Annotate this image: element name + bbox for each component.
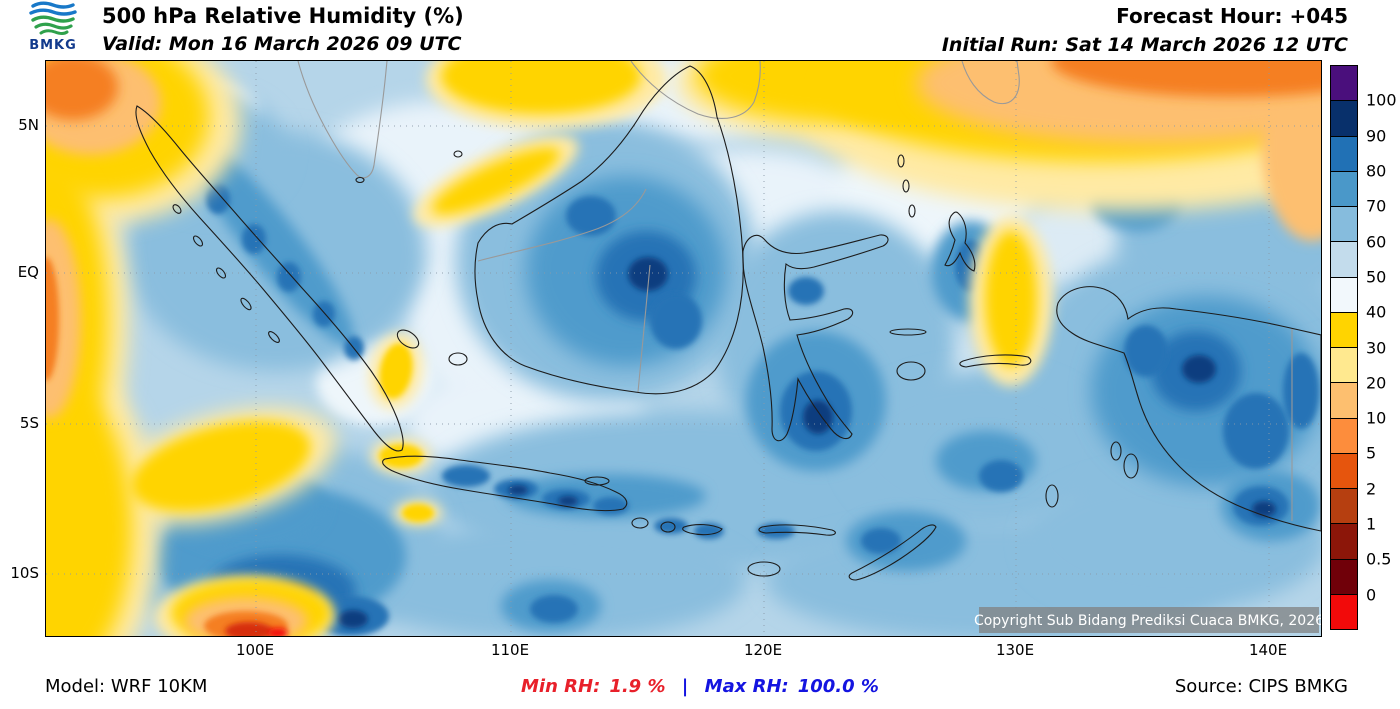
rh-field — [46, 61, 1321, 636]
colorbar-label: 40 — [1366, 302, 1387, 322]
valid-time: Valid: Mon 16 March 2026 09 UTC — [102, 33, 462, 55]
colorbar-segment — [1331, 100, 1357, 136]
lon-label-110e: 110E — [490, 641, 530, 659]
colorbar-label: 90 — [1366, 126, 1387, 146]
initial-run: Initial Run: Sat 14 March 2026 12 UTC — [941, 34, 1348, 56]
colorbar-label: 0.5 — [1366, 549, 1392, 569]
colorbar-label: 30 — [1366, 338, 1387, 357]
min-rh-label: Min RH: — [521, 676, 601, 697]
colorbar-segment — [1331, 593, 1357, 629]
colorbar-label: 1 — [1366, 514, 1377, 534]
lat-label-eq: EQ — [17, 263, 39, 281]
colorbar-label: 70 — [1366, 196, 1387, 216]
colorbar-segment — [1331, 558, 1357, 594]
colorbar-segment — [1331, 170, 1357, 206]
colorbar-label: 50 — [1366, 267, 1387, 287]
min-rh-value: 1.9 % — [609, 676, 666, 697]
source-label: Source: CIPS BMKG — [1174, 676, 1348, 697]
colorbar-segment — [1331, 452, 1357, 488]
colorbar-label: 10 — [1366, 408, 1387, 428]
header-left: 500 hPa Relative Humidity (%) Valid: Mon… — [102, 4, 464, 55]
lon-label-100e: 100E — [235, 641, 275, 659]
colorbar-label: 60 — [1366, 232, 1387, 252]
minmax-separator: | — [681, 676, 689, 697]
lon-label-130e: 130E — [995, 641, 1035, 659]
colorbar-segment — [1331, 523, 1357, 559]
colorbar-label: 100 — [1366, 90, 1397, 110]
colorbar-segment — [1331, 488, 1357, 524]
max-rh-value: 100.0 % — [797, 676, 879, 697]
colorbar-labels: 100 90 80 70 60 50 40 30 20 10 5 2 1 0.5 0 — [1366, 65, 1400, 630]
forecast-hour: Forecast Hour: +045 — [1116, 4, 1348, 28]
lon-label-120e: 120E — [743, 641, 783, 659]
colorbar-segment — [1331, 206, 1357, 242]
lat-label-10s: 10S — [10, 564, 39, 582]
colorbar-segment — [1331, 135, 1357, 171]
lat-label-5n: 5N — [18, 116, 39, 134]
colorbar-label: 5 — [1366, 443, 1377, 463]
colorbar-label: 0 — [1366, 585, 1377, 605]
page-title: 500 hPa Relative Humidity (%) — [102, 4, 464, 28]
map-copyright: Copyright Sub Bidang Prediksi Cuaca BMKG… — [974, 613, 1321, 629]
minmax-stats: Min RH: 1.9 % | Max RH: 100.0 % — [0, 676, 1400, 697]
bmkg-logo-icon — [29, 1, 77, 35]
map-area: Copyright Sub Bidang Prediksi Cuaca BMKG… — [45, 60, 1322, 637]
colorbar-segment — [1331, 66, 1357, 101]
colorbar-segment — [1331, 347, 1357, 383]
colorbar-segment — [1331, 241, 1357, 277]
colorbar-segment — [1331, 276, 1357, 312]
humidity-map-svg: Copyright Sub Bidang Prediksi Cuaca BMKG… — [46, 61, 1321, 636]
neighbor-borders — [297, 61, 1293, 521]
colorbar-label: 80 — [1366, 161, 1387, 181]
model-label: Model: WRF 10KM — [45, 676, 208, 697]
colorbar-segment — [1331, 311, 1357, 347]
lon-label-140e: 140E — [1248, 641, 1288, 659]
bmkg-logo: BMKG — [12, 1, 94, 53]
colorbar — [1330, 65, 1358, 630]
max-rh-label: Max RH: — [704, 676, 789, 697]
colorbar-segment — [1331, 382, 1357, 418]
bmkg-logo-text: BMKG — [29, 38, 77, 53]
lat-label-5s: 5S — [19, 414, 39, 432]
colorbar-segment — [1331, 417, 1357, 453]
colorbar-label: 20 — [1366, 373, 1387, 393]
coastlines — [135, 65, 1321, 581]
colorbar-label: 2 — [1366, 479, 1377, 499]
copyright-overlay: Copyright Sub Bidang Prediksi Cuaca BMKG… — [974, 607, 1321, 633]
header-right: Forecast Hour: +045 Initial Run: Sat 14 … — [942, 4, 1348, 56]
